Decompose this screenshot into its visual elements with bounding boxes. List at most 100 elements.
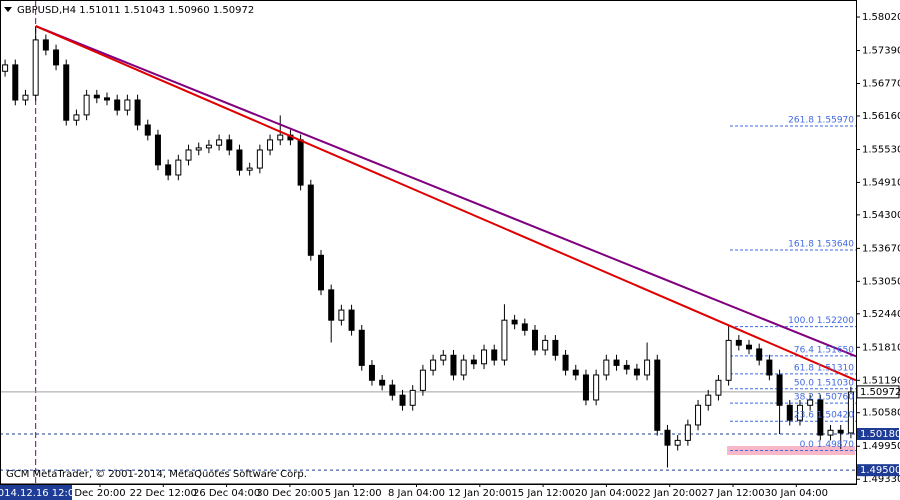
y-tick-label: 1.52440 (862, 309, 900, 320)
candle-body (460, 359, 467, 376)
candle-body (593, 374, 600, 401)
candle-body (409, 389, 416, 406)
fib-label: 0.0 1.49870 (800, 440, 855, 450)
x-tick-label: 5 Jan 12:00 (325, 488, 382, 499)
candle-body (154, 134, 161, 166)
candle-body (277, 134, 284, 141)
candle-body (399, 394, 406, 406)
candle-body (807, 399, 814, 406)
y-tick-label: 1.49950 (862, 441, 900, 452)
candle-body (389, 384, 396, 396)
fib-label: 61.8 1.51310 (794, 363, 854, 373)
footer: GCM MetaTrader, © 2001-2014, MetaQuotes … (6, 469, 307, 480)
candle-body (633, 368, 640, 376)
trend-line (35, 25, 857, 358)
candle-body (42, 39, 49, 51)
candle-body (695, 404, 702, 426)
candle-body (735, 339, 742, 346)
y-tick-label: 1.55530 (862, 144, 900, 155)
fib-label: 76.4 1.51650 (794, 345, 854, 355)
y-tick-label: 1.50580 (862, 408, 900, 419)
candle-body (226, 139, 233, 151)
y-tick-label: 1.56770 (862, 79, 900, 90)
menu-icon (4, 7, 12, 12)
candle-body (603, 359, 610, 376)
candle-body (114, 99, 121, 111)
x-tick-label: 15 Jan 12:00 (511, 488, 574, 499)
candle-body (328, 289, 335, 321)
candle-body (491, 349, 498, 361)
candle-body (379, 379, 386, 386)
candle-body (63, 64, 70, 121)
y-tick-label: 1.58020 (862, 12, 900, 23)
candle-body (83, 94, 90, 116)
candle-body (104, 97, 110, 101)
trend-line (35, 25, 857, 382)
candle-body (511, 319, 518, 325)
chart-title: GBPUSD,H4 1.51011 1.51043 1.50960 1.5097… (17, 5, 254, 16)
y-tick-label: 1.57390 (862, 46, 900, 57)
highlight-label: 2014.12.16 12:00 (0, 488, 81, 499)
x-tick-label: 30 Jan 04:00 (765, 488, 828, 499)
candle-body (144, 124, 151, 136)
y-tick-label: 1.53050 (862, 276, 900, 287)
candle-body (481, 349, 488, 365)
candle-body (542, 339, 549, 351)
candle-body (2, 64, 9, 72)
candle-body (358, 329, 365, 366)
candle-body (368, 364, 375, 381)
candle-body (684, 424, 691, 441)
x-tick-label: 20 Jan 04:00 (575, 488, 638, 499)
candle-body (318, 254, 324, 291)
candle-body (715, 379, 722, 396)
candle-body (53, 49, 60, 66)
fib-label: 50.0 1.51030 (794, 378, 854, 388)
plot (0, 0, 857, 484)
candle-body (93, 94, 100, 99)
y-tick-label: 1.51190 (862, 375, 900, 386)
candle-body (419, 369, 426, 391)
y-tick-label: 1.56160 (862, 111, 900, 122)
candle-body (501, 319, 508, 361)
x-tick-label: 27 Jan 12:00 (701, 488, 764, 499)
candle-body (582, 374, 589, 401)
candle-body (236, 149, 243, 171)
x-tick-label: 26 Dec 04:00 (193, 488, 260, 499)
x-tick-label: 30 Dec 20:00 (256, 488, 323, 499)
candle-body (766, 359, 773, 376)
candle-body (827, 429, 834, 436)
price-tag (857, 464, 899, 477)
candle-body (134, 99, 141, 126)
candle-body (572, 369, 579, 376)
fib-label: 38.2 1.50760 (794, 393, 854, 403)
candle-body (32, 39, 39, 96)
candle-body (348, 309, 355, 331)
candle-body (796, 404, 803, 421)
candle-body (440, 354, 447, 361)
candle-body (256, 149, 263, 169)
candle-body (205, 144, 212, 149)
candle-body (837, 429, 844, 434)
candle-body (307, 184, 314, 256)
candle-body (450, 354, 457, 376)
y-tick-label: 1.51810 (862, 342, 900, 353)
candle-body (552, 339, 559, 356)
candle-body (124, 99, 131, 111)
fib-label: 261.8 1.55970 (788, 116, 854, 126)
y-tick-label: 1.54300 (862, 210, 900, 221)
fib-label: 100.0 1.52200 (788, 316, 854, 326)
candle-body (613, 359, 620, 366)
x-tick-label: 22 Jan 20:00 (638, 488, 701, 499)
y-tick-label: 1.54910 (862, 177, 900, 188)
candle-body (847, 391, 854, 434)
current-price-label: 1.50972 (860, 387, 900, 398)
candle-body (817, 399, 824, 436)
candle-body (22, 94, 29, 101)
candle-body (430, 359, 437, 371)
price-tag (857, 428, 899, 441)
candle-body (623, 364, 630, 370)
x-tick-label: 22 Dec 12:00 (130, 488, 197, 499)
candle-body (470, 359, 477, 365)
candle-body (267, 139, 274, 151)
